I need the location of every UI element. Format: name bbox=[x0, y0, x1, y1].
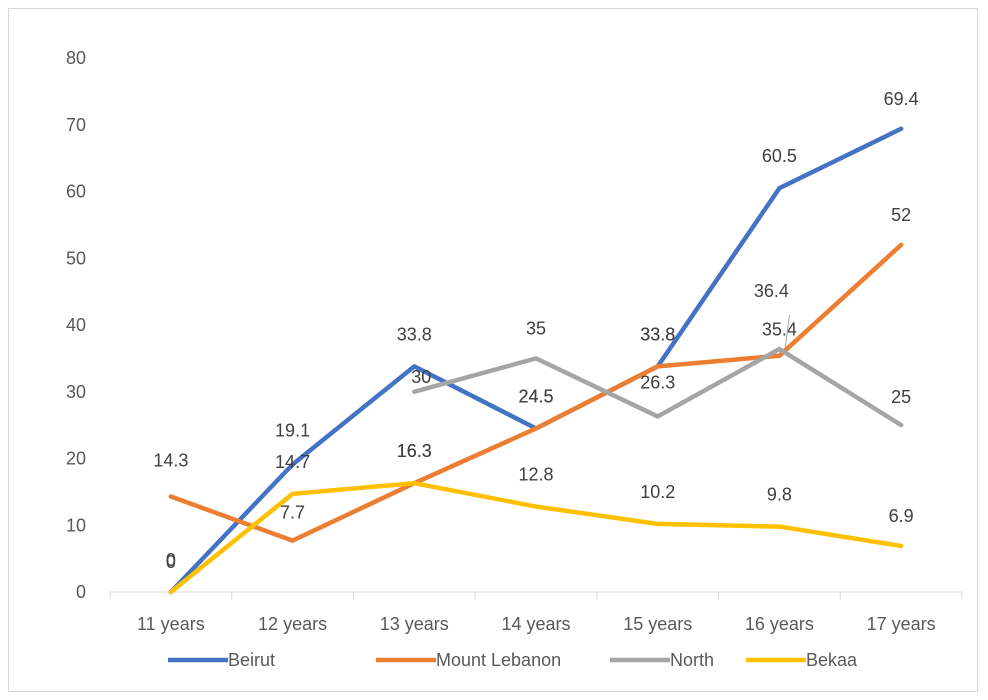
data-label-mount-lebanon: 7.7 bbox=[280, 503, 305, 523]
data-label-beirut: 60.5 bbox=[762, 146, 797, 166]
legend-label-north: North bbox=[670, 650, 714, 670]
data-label-bekaa: 0 bbox=[166, 552, 176, 572]
data-label-mount-lebanon: 52 bbox=[891, 205, 911, 225]
legend: Beirut Mount Lebanon North Bekaa bbox=[168, 650, 858, 670]
data-label-beirut: 69.4 bbox=[884, 89, 919, 109]
x-tick-label: 16 years bbox=[745, 614, 814, 634]
data-labels: 019.133.824.533.860.569.414.37.716.324.5… bbox=[153, 89, 918, 572]
data-label-bekaa: 6.9 bbox=[889, 506, 914, 526]
y-tick-label: 80 bbox=[66, 48, 86, 68]
y-tick-label: 50 bbox=[66, 248, 86, 268]
data-label-mount-lebanon: 16.3 bbox=[397, 441, 432, 461]
data-label-bekaa: 14.7 bbox=[275, 452, 310, 472]
data-label-beirut: 33.8 bbox=[640, 324, 675, 344]
y-tick-label: 70 bbox=[66, 115, 86, 135]
chart-frame bbox=[8, 8, 978, 692]
data-label-mount-lebanon: 35.4 bbox=[762, 320, 797, 340]
data-label-mount-lebanon: 24.5 bbox=[518, 386, 553, 406]
y-tick-label: 20 bbox=[66, 449, 86, 469]
legend-label-beirut: Beirut bbox=[228, 650, 275, 670]
series-lines bbox=[168, 126, 904, 595]
data-label-bekaa: 16.3 bbox=[397, 441, 432, 461]
x-tick-label: 12 years bbox=[258, 614, 327, 634]
x-tick-label: 14 years bbox=[501, 614, 570, 634]
data-label-mount-lebanon: 14.3 bbox=[153, 451, 188, 471]
data-label-north: 26.3 bbox=[640, 372, 675, 392]
data-label-beirut: 33.8 bbox=[397, 324, 432, 344]
data-label-beirut: 19.1 bbox=[275, 421, 310, 441]
data-label-north: 25 bbox=[891, 387, 911, 407]
series-line-north bbox=[412, 346, 904, 428]
legend-label-bekaa: Bekaa bbox=[806, 650, 858, 670]
x-tick-label: 13 years bbox=[380, 614, 449, 634]
series-line-bekaa bbox=[168, 480, 904, 595]
data-label-beirut: 0 bbox=[166, 550, 176, 570]
y-tick-label: 30 bbox=[66, 382, 86, 402]
data-label-north: 36.4 bbox=[754, 281, 789, 301]
data-label-north: 30 bbox=[411, 367, 431, 387]
x-tick-label: 11 years bbox=[137, 614, 205, 634]
x-tick-label: 17 years bbox=[867, 614, 936, 634]
data-label-bekaa: 10.2 bbox=[640, 482, 675, 502]
x-tick-label: 15 years bbox=[623, 614, 692, 634]
data-label-bekaa: 12.8 bbox=[518, 465, 553, 485]
y-tick-label: 10 bbox=[66, 515, 86, 535]
y-tick-label: 0 bbox=[76, 582, 86, 602]
series-line-mount-lebanon bbox=[168, 242, 904, 543]
legend-label-mount-lebanon: Mount Lebanon bbox=[436, 650, 561, 670]
data-label-north: 35 bbox=[526, 318, 546, 338]
data-label-bekaa: 9.8 bbox=[767, 485, 792, 505]
label-leader-line bbox=[784, 314, 790, 348]
axes: 0 10 20 30 40 50 60 70 80 11 years 12 years 13 year… bbox=[66, 48, 963, 634]
data-label-beirut: 24.5 bbox=[518, 386, 553, 406]
data-label-mount-lebanon: 33.8 bbox=[640, 324, 675, 344]
y-tick-label: 60 bbox=[66, 182, 86, 202]
y-tick-label: 40 bbox=[66, 315, 86, 335]
